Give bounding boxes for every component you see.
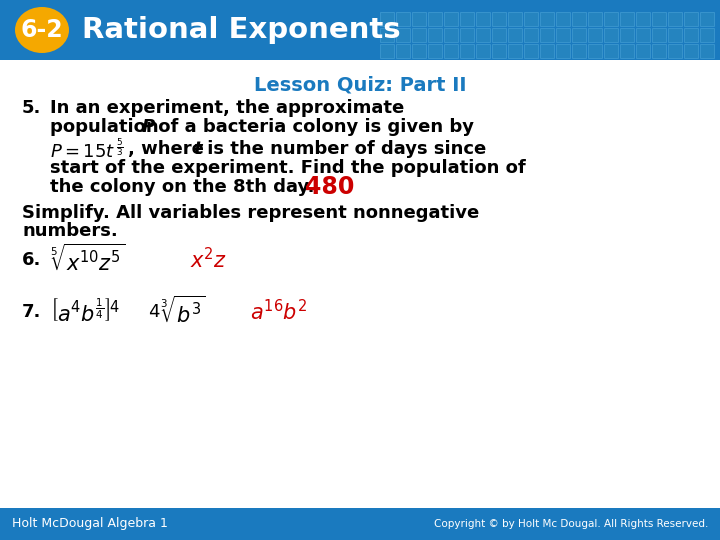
Bar	[620, 28, 634, 42]
Bar	[444, 28, 458, 42]
Bar	[476, 12, 490, 26]
Bar	[428, 44, 442, 58]
Text: 480: 480	[305, 175, 354, 199]
Bar	[572, 12, 586, 26]
Bar	[604, 44, 618, 58]
Bar	[444, 12, 458, 26]
Bar	[636, 12, 650, 26]
Text: $\sqrt[3]{b^3}$: $\sqrt[3]{b^3}$	[160, 296, 206, 328]
Bar	[444, 44, 458, 58]
Text: 7.: 7.	[22, 303, 41, 321]
Text: 5.: 5.	[22, 99, 41, 117]
Bar	[396, 12, 410, 26]
Text: P: P	[142, 118, 156, 136]
Ellipse shape	[15, 7, 69, 53]
Text: $x^2z$: $x^2z$	[190, 247, 227, 273]
Bar	[668, 44, 682, 58]
Bar	[508, 44, 522, 58]
Bar	[620, 12, 634, 26]
Bar	[588, 12, 602, 26]
Bar	[572, 44, 586, 58]
Bar	[652, 12, 666, 26]
Bar	[524, 28, 538, 42]
Text: $\sqrt[5]{x^{10}z^{5}}$: $\sqrt[5]{x^{10}z^{5}}$	[50, 244, 125, 276]
Text: start of the experiment. Find the population of: start of the experiment. Find the popula…	[50, 159, 526, 177]
Bar	[556, 12, 570, 26]
Bar	[380, 28, 394, 42]
Bar	[604, 28, 618, 42]
Bar	[540, 28, 554, 42]
Bar	[428, 12, 442, 26]
Bar	[460, 44, 474, 58]
Bar	[460, 12, 474, 26]
Bar	[700, 12, 714, 26]
Bar	[604, 12, 618, 26]
Bar	[668, 28, 682, 42]
Bar	[684, 12, 698, 26]
Text: 6.: 6.	[22, 251, 41, 269]
Bar	[460, 28, 474, 42]
Bar	[412, 44, 426, 58]
Bar	[508, 12, 522, 26]
Bar	[684, 28, 698, 42]
Bar	[588, 44, 602, 58]
Bar	[476, 28, 490, 42]
Bar	[492, 12, 506, 26]
Bar	[668, 12, 682, 26]
Bar	[396, 28, 410, 42]
Bar	[540, 44, 554, 58]
Bar	[524, 44, 538, 58]
Bar	[556, 28, 570, 42]
Text: Simplify. All variables represent nonnegative: Simplify. All variables represent nonneg…	[22, 204, 480, 222]
Text: $4$: $4$	[148, 303, 161, 321]
Bar	[540, 12, 554, 26]
Text: Holt McDougal Algebra 1: Holt McDougal Algebra 1	[12, 517, 168, 530]
Bar	[476, 44, 490, 58]
Text: of a bacteria colony is given by: of a bacteria colony is given by	[152, 118, 474, 136]
Bar	[428, 28, 442, 42]
Text: numbers.: numbers.	[22, 222, 118, 240]
Bar	[508, 28, 522, 42]
Text: $P = 15t^{\,\frac{5}{3}}$: $P = 15t^{\,\frac{5}{3}}$	[50, 137, 124, 161]
Bar	[652, 44, 666, 58]
Bar	[524, 12, 538, 26]
Bar	[684, 44, 698, 58]
Text: $\left[a^4b^{\frac{1}{4}}\right]^{\!4}$: $\left[a^4b^{\frac{1}{4}}\right]^{\!4}$	[50, 299, 120, 326]
Bar	[0, 0, 720, 60]
Bar	[396, 44, 410, 58]
Text: , where: , where	[128, 140, 210, 158]
Bar	[380, 44, 394, 58]
Text: $a^{16}b^2$: $a^{16}b^2$	[250, 299, 307, 325]
Bar	[556, 44, 570, 58]
Bar	[412, 12, 426, 26]
Text: the colony on the 8th day.: the colony on the 8th day.	[50, 178, 315, 196]
Bar	[412, 28, 426, 42]
Bar	[620, 44, 634, 58]
Bar	[0, 60, 720, 508]
Bar	[588, 28, 602, 42]
Bar	[0, 508, 720, 540]
Text: Copyright © by Holt Mc Dougal. All Rights Reserved.: Copyright © by Holt Mc Dougal. All Right…	[433, 519, 708, 529]
Bar	[492, 44, 506, 58]
Bar	[636, 44, 650, 58]
Text: In an experiment, the approximate: In an experiment, the approximate	[50, 99, 404, 117]
Bar	[492, 28, 506, 42]
Bar	[636, 28, 650, 42]
Bar	[380, 12, 394, 26]
Bar	[572, 28, 586, 42]
Bar	[700, 44, 714, 58]
Bar	[700, 28, 714, 42]
Text: 6-2: 6-2	[21, 18, 63, 42]
Bar	[652, 28, 666, 42]
Text: t: t	[193, 140, 202, 158]
Text: population: population	[50, 118, 165, 136]
Text: Rational Exponents: Rational Exponents	[82, 16, 400, 44]
Text: Lesson Quiz: Part II: Lesson Quiz: Part II	[253, 76, 467, 94]
Text: is the number of days since: is the number of days since	[201, 140, 486, 158]
